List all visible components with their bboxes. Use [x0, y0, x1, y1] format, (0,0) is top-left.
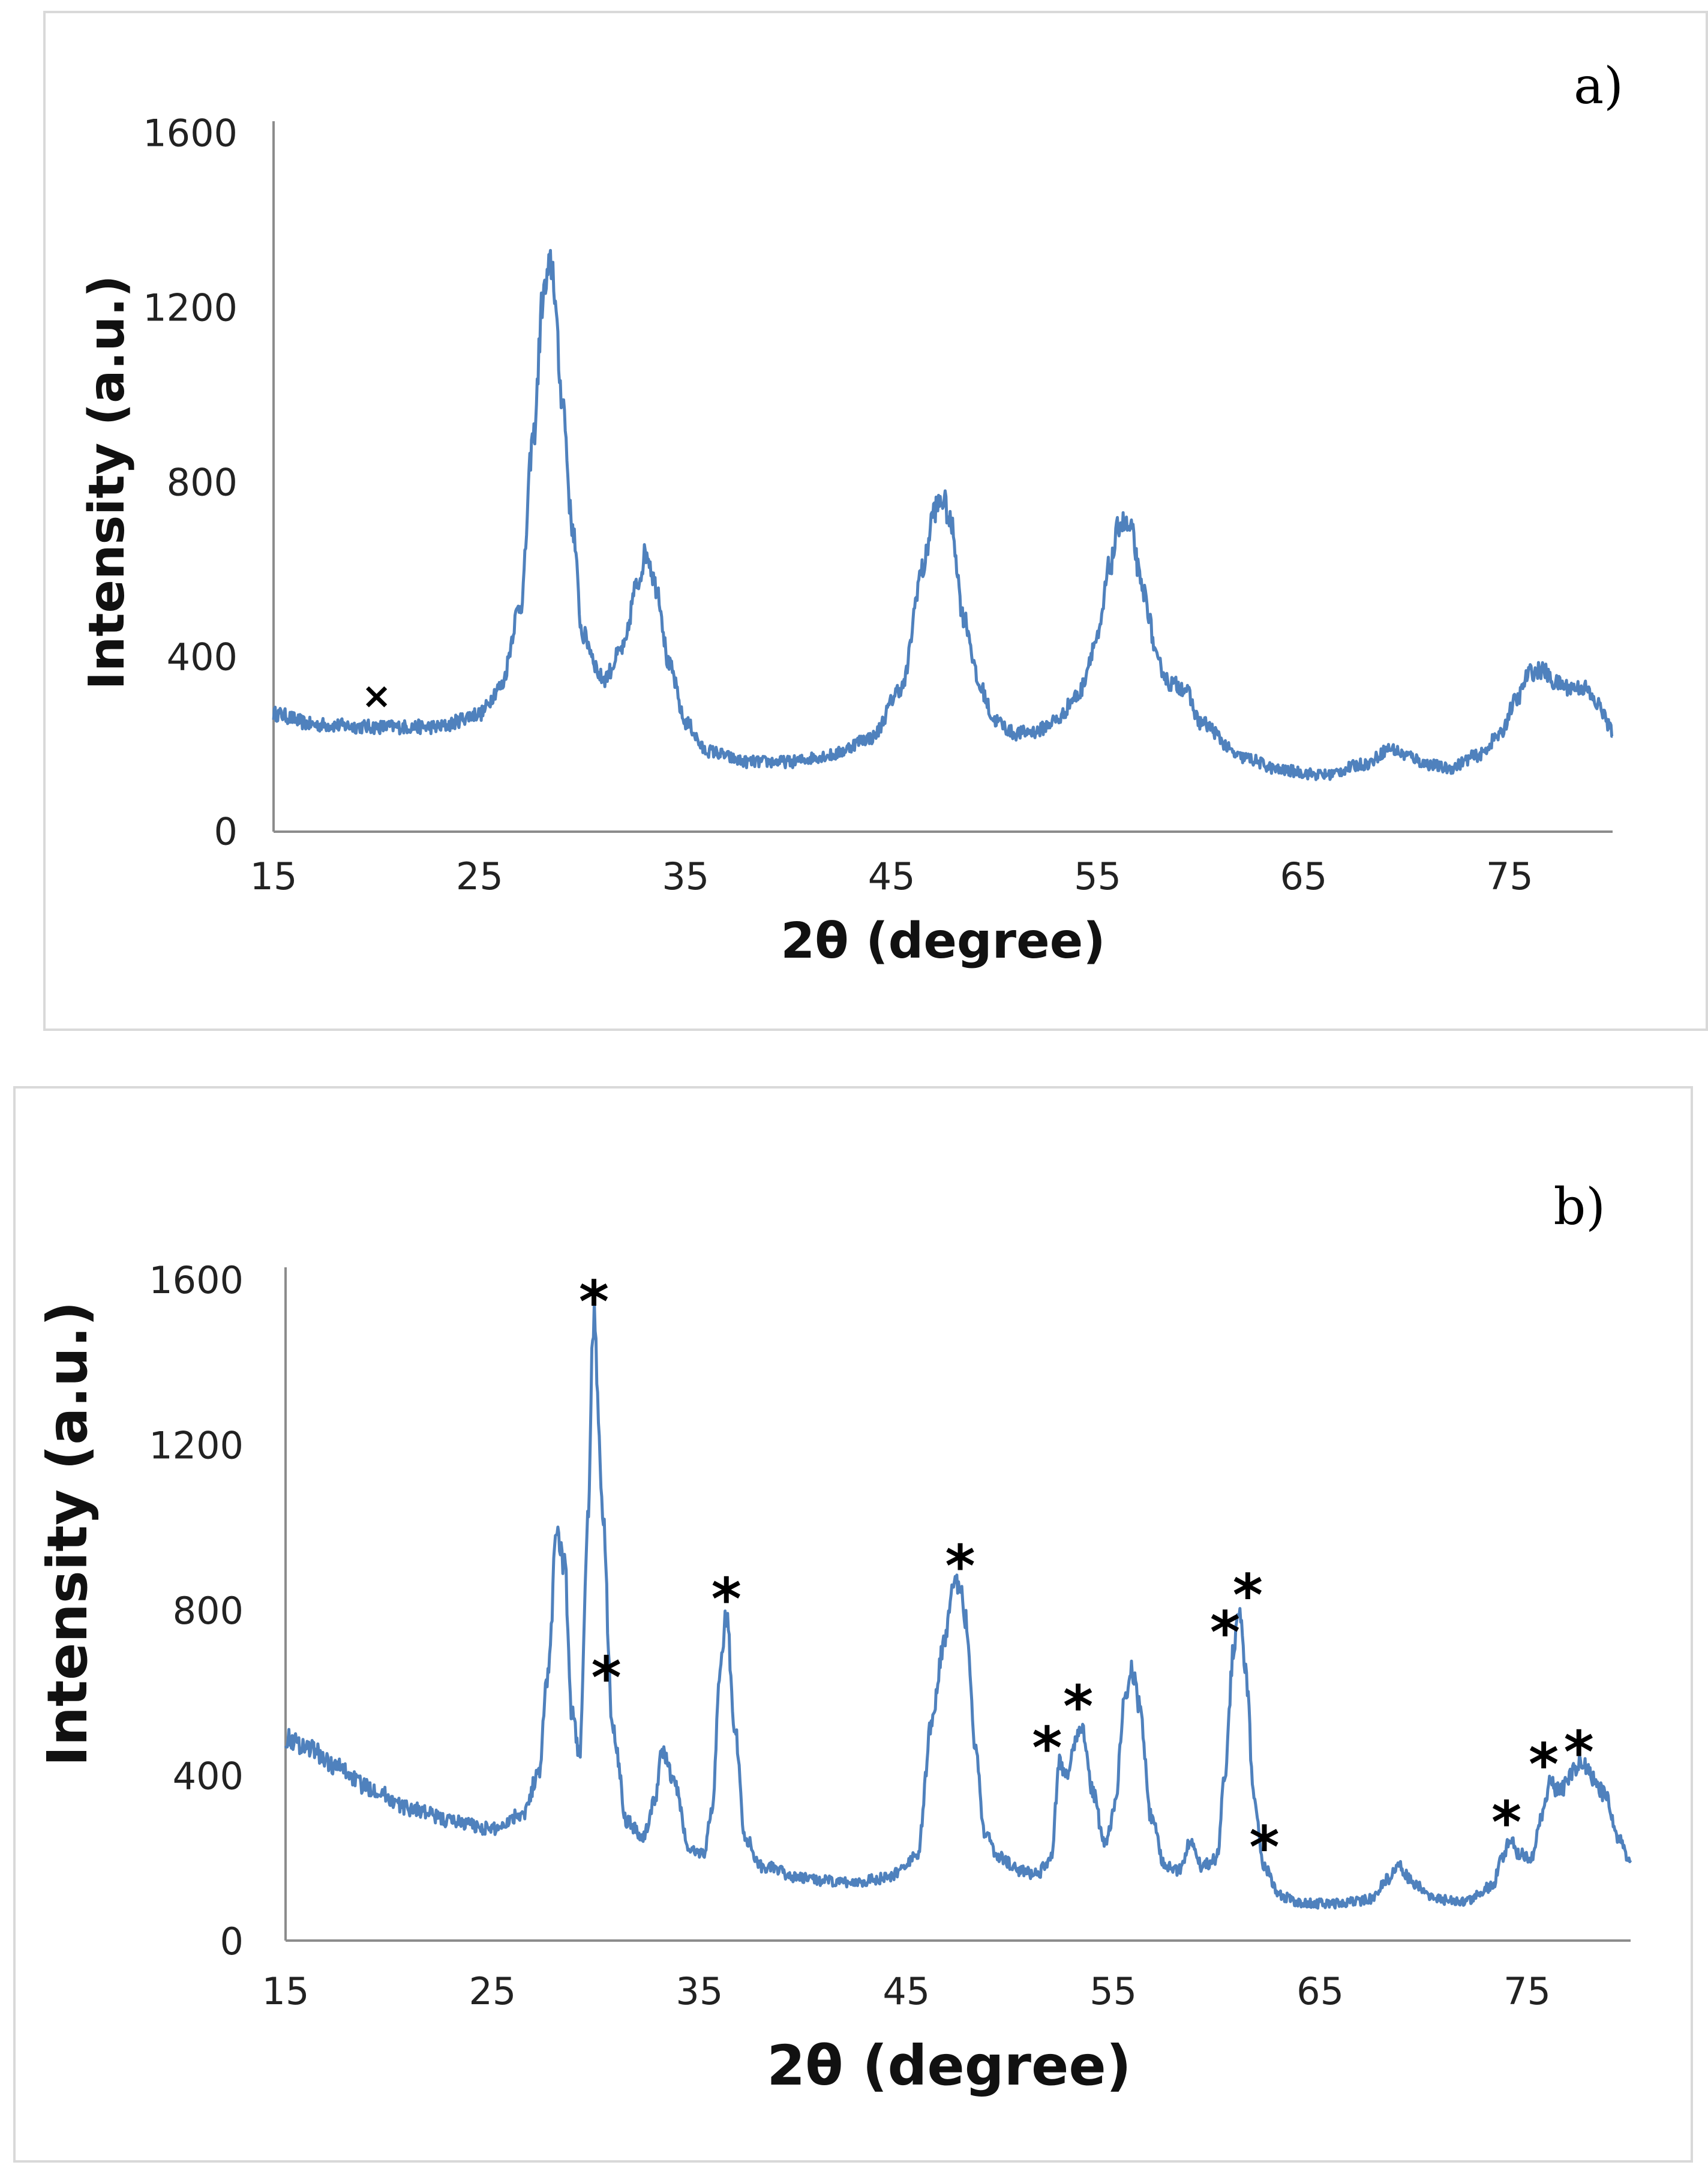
chart-a-y-tick-label: 0	[214, 810, 238, 854]
chart-b-y-tick-label: 400	[173, 1755, 244, 1798]
chart-b-panel-label: b)	[1553, 1177, 1605, 1236]
chart-b-x-tick-label: 15	[262, 1969, 310, 2013]
chart-b-peak-marker: *	[1564, 1719, 1594, 1786]
chart-a-series-line	[272, 248, 1614, 781]
chart-b-peak-marker: *	[1233, 1562, 1263, 1629]
chart-b-y-tick-label: 1200	[149, 1424, 244, 1468]
chart-b-y-tick-label: 800	[173, 1589, 244, 1633]
chart-b-y-axis-title: Intensity (a.u.)	[35, 1301, 100, 1766]
chart-b-peak-marker: *	[1063, 1674, 1093, 1741]
chart-b-peak-marker: *	[945, 1533, 975, 1600]
chart-a-panel-label: a)	[1574, 56, 1623, 115]
chart-b-x-tick-label: 35	[676, 1969, 723, 2013]
chart-a-x-tick-label: 35	[662, 854, 709, 898]
chart-b-x-tick-label: 25	[469, 1969, 516, 2013]
chart-b-series-line	[284, 1299, 1632, 1910]
chart-b-peak-marker: *	[712, 1566, 742, 1633]
chart-a-peak-marker: ×	[362, 675, 392, 717]
chart-a-x-tick-label: 55	[1074, 854, 1121, 898]
chart-a-x-tick-label: 75	[1486, 854, 1533, 898]
chart-a-y-axis-title: Intensity (a.u.)	[79, 275, 136, 689]
chart-a-y-tick-label: 1600	[143, 112, 238, 155]
chart-a-y-tick-label: 400	[167, 635, 238, 679]
chart-b-peak-marker: *	[1249, 1814, 1279, 1881]
chart-b-x-tick-label: 55	[1089, 1969, 1137, 2013]
chart-b-y-tick-label: 1600	[149, 1258, 244, 1302]
chart-a-x-tick-label: 45	[868, 854, 915, 898]
chart-a-x-tick-label: 65	[1280, 854, 1327, 898]
chart-b-peak-marker: *	[579, 1269, 609, 1336]
chart-b-peak-marker: *	[592, 1645, 622, 1712]
chart-b-svg: 0 400 800 1200 1600 15 25 35 45 55 65 75 2θ (degree)…	[35, 1177, 1632, 2098]
chart-b-peak-marker: *	[1529, 1731, 1559, 1798]
chart-a-svg: 0 400 800 1200 1600 15 25 35 45 55 65 75 2θ (degree)…	[79, 56, 1623, 970]
chart-b-peak-marker: *	[1210, 1599, 1240, 1666]
chart-b-peak-marker: *	[1491, 1789, 1521, 1857]
chart-a-x-tick-label: 25	[456, 854, 503, 898]
chart-b-x-axis-title: 2θ (degree)	[767, 2034, 1131, 2098]
chart-a-x-tick-label: 15	[250, 854, 298, 898]
chart-b-x-tick-label: 45	[882, 1969, 930, 2013]
chart-panel-b: 0 400 800 1200 1600 15 25 35 45 55 65 75 2θ (degree)…	[13, 1086, 1693, 2163]
chart-a-y-tick-label: 1200	[143, 286, 238, 330]
chart-a-x-axis-title: 2θ (degree)	[781, 913, 1106, 970]
chart-b-x-tick-label: 75	[1503, 1969, 1551, 2013]
chart-a-y-tick-label: 800	[167, 461, 238, 505]
chart-b-peak-marker: *	[1032, 1715, 1062, 1782]
chart-b-x-tick-label: 65	[1296, 1969, 1344, 2013]
chart-panel-a: 0 400 800 1200 1600 15 25 35 45 55 65 75 2θ (degree)…	[43, 11, 1708, 1031]
chart-b-y-tick-label: 0	[220, 1920, 244, 1963]
